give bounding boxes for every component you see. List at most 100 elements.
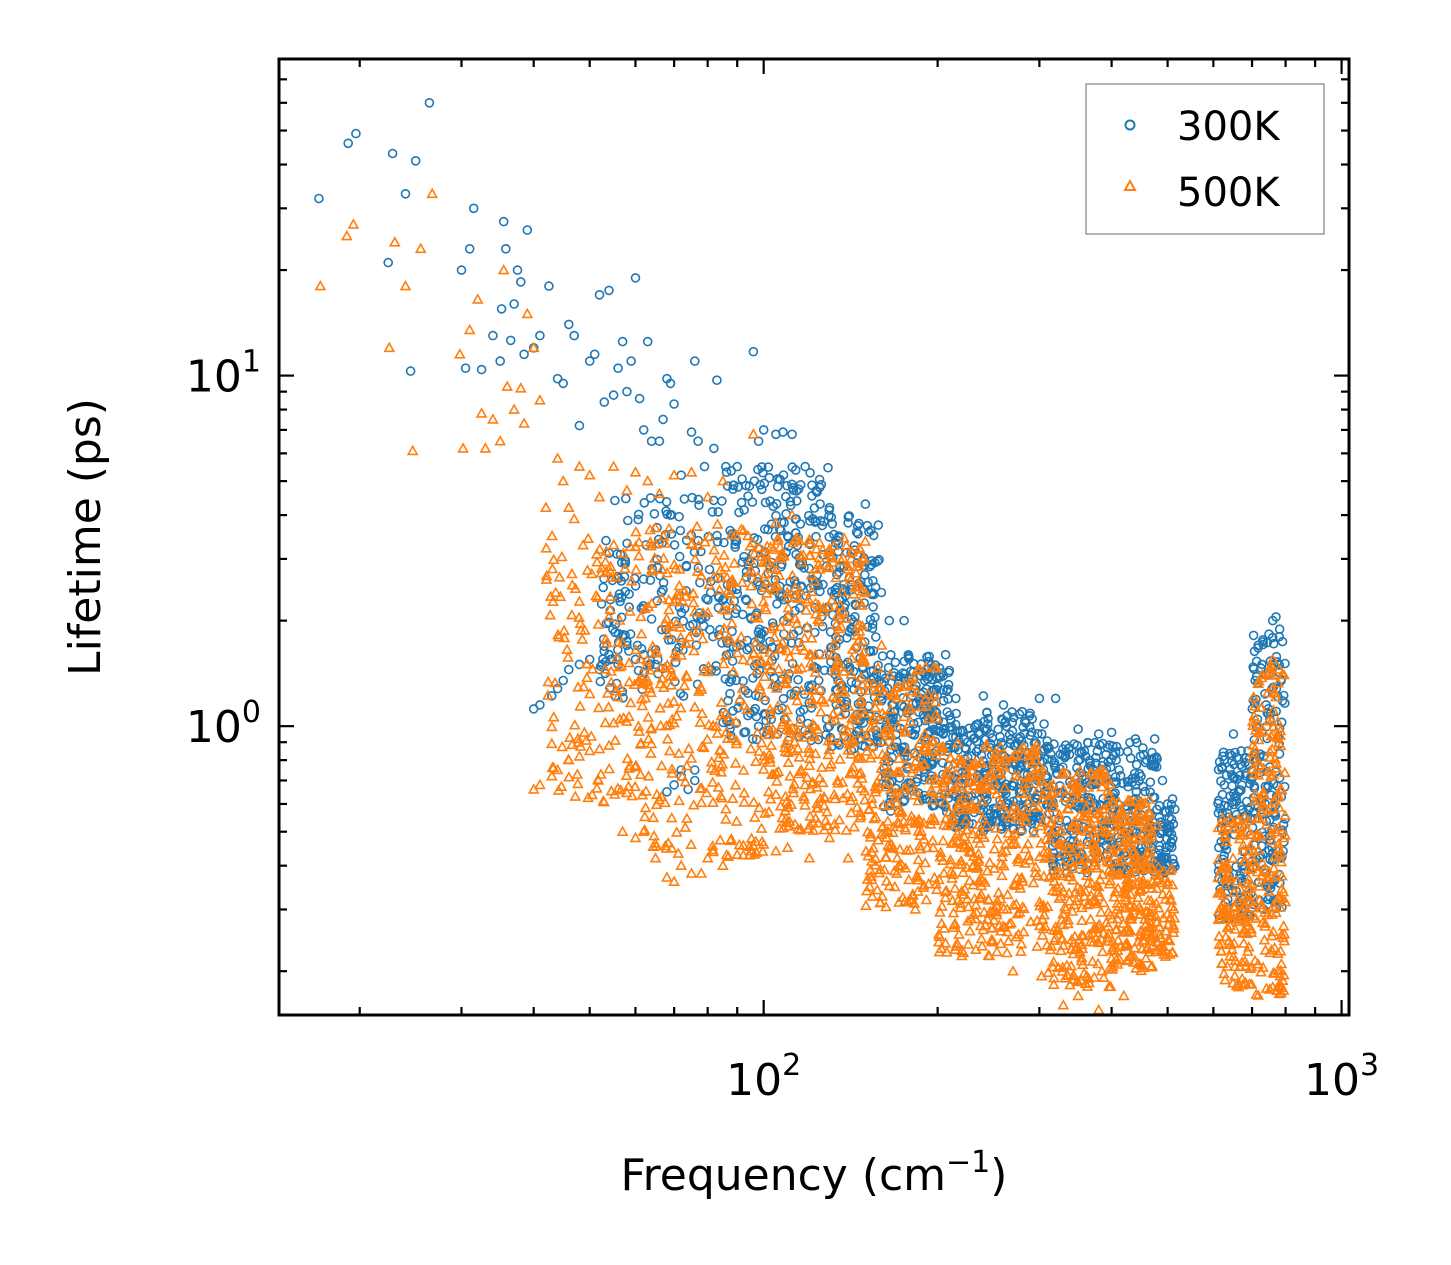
data-point-500k [822,600,835,612]
data-point-500k [1142,894,1155,905]
data-point-500k [1260,818,1273,829]
data-point-500k [707,719,719,731]
data-point-500k [786,508,798,520]
data-point-500k [711,727,724,738]
data-point-500k [844,794,857,806]
data-point-300k [987,733,998,743]
data-point-500k [931,712,943,723]
data-point-500k [1047,786,1060,797]
data-point-500k [1005,917,1017,928]
data-point-500k [649,521,662,533]
data-point-500k [592,701,605,713]
data-point-500k [854,811,866,823]
data-point-300k [787,658,798,669]
data-point-500k [962,800,974,812]
data-point-500k [685,752,698,763]
data-point-300k [704,564,715,575]
data-point-300k [1136,771,1146,782]
data-point-500k [939,937,952,948]
data-point-500k [785,798,798,810]
data-point-500k [929,696,942,707]
data-point-500k [761,540,774,551]
data-point-500k [601,687,614,698]
data-point-500k [828,539,840,551]
data-point-300k [693,494,704,505]
data-point-500k [755,736,768,748]
data-point-500k [996,869,1008,881]
data-point-500k [654,702,666,713]
data-point-500k [1088,859,1101,870]
y-tick-label: 101 [186,345,261,403]
data-point-500k [1011,907,1024,919]
data-point-500k [558,624,570,636]
data-point-500k [957,866,969,878]
data-point-300k [595,676,606,687]
data-point-500k [634,652,647,664]
data-point-500k [943,806,956,817]
data-point-500k [825,549,837,560]
data-point-500k [1023,776,1035,788]
data-point-500k [811,802,824,813]
data-point-500k [803,549,816,561]
data-point-500k [568,719,581,730]
data-point-500k [586,663,599,674]
data-point-500k [919,661,932,672]
data-point-500k [1037,793,1049,804]
data-point-500k [900,758,912,769]
data-point-500k [804,537,816,548]
data-point-500k [662,697,675,708]
data-point-500k [1047,796,1060,807]
data-point-500k [1008,827,1021,839]
data-point-500k [954,901,967,913]
data-point-500k [1070,770,1083,781]
data-point-300k [1277,636,1288,647]
data-point-300k [920,671,931,681]
data-point-300k [1248,630,1259,641]
data-point-300k [658,584,668,595]
data-point-500k [1127,813,1140,824]
data-point-500k [726,617,738,628]
data-point-500k [908,789,921,800]
data-point-500k [912,871,924,882]
data-point-500k [1057,783,1070,794]
data-point-500k [1265,730,1278,741]
data-point-500k [1088,812,1100,823]
data-point-500k [935,851,947,862]
data-point-500k [1237,844,1250,855]
data-point-300k [830,538,841,548]
data-point-300k [662,786,672,797]
data-point-300k [793,484,804,495]
data-point-500k [822,734,835,746]
data-point-500k [750,636,762,647]
data-point-300k [826,512,837,523]
data-point-500k [763,655,776,666]
data-point-500k [991,753,1003,765]
data-point-500k [715,766,728,777]
data-point-500k [731,636,744,648]
data-point-500k [562,753,575,765]
data-point-500k [890,796,903,808]
data-point-500k [949,917,961,929]
data-point-500k [1015,787,1028,798]
data-point-300k [913,717,924,728]
data-point-300k [982,724,992,734]
data-point-500k [759,753,771,765]
data-point-500k [602,610,615,622]
data-point-500k [668,469,680,480]
data-point-300k [1167,842,1177,853]
data-point-500k [566,567,578,579]
data-point-500k [803,648,816,660]
data-point-500k [946,868,959,879]
data-point-300k [787,479,797,490]
x-tick-label: 102 [726,1048,801,1106]
data-point-300k [938,695,949,706]
data-point-500k [812,599,825,610]
data-point-500k [737,524,750,536]
data-point-500k [1132,891,1144,903]
data-point-500k [759,807,771,818]
data-point-300k [400,189,411,199]
data-point-300k [679,603,690,614]
data-point-500k [1098,824,1111,836]
data-point-300k [996,737,1007,748]
data-point-300k [953,735,964,746]
